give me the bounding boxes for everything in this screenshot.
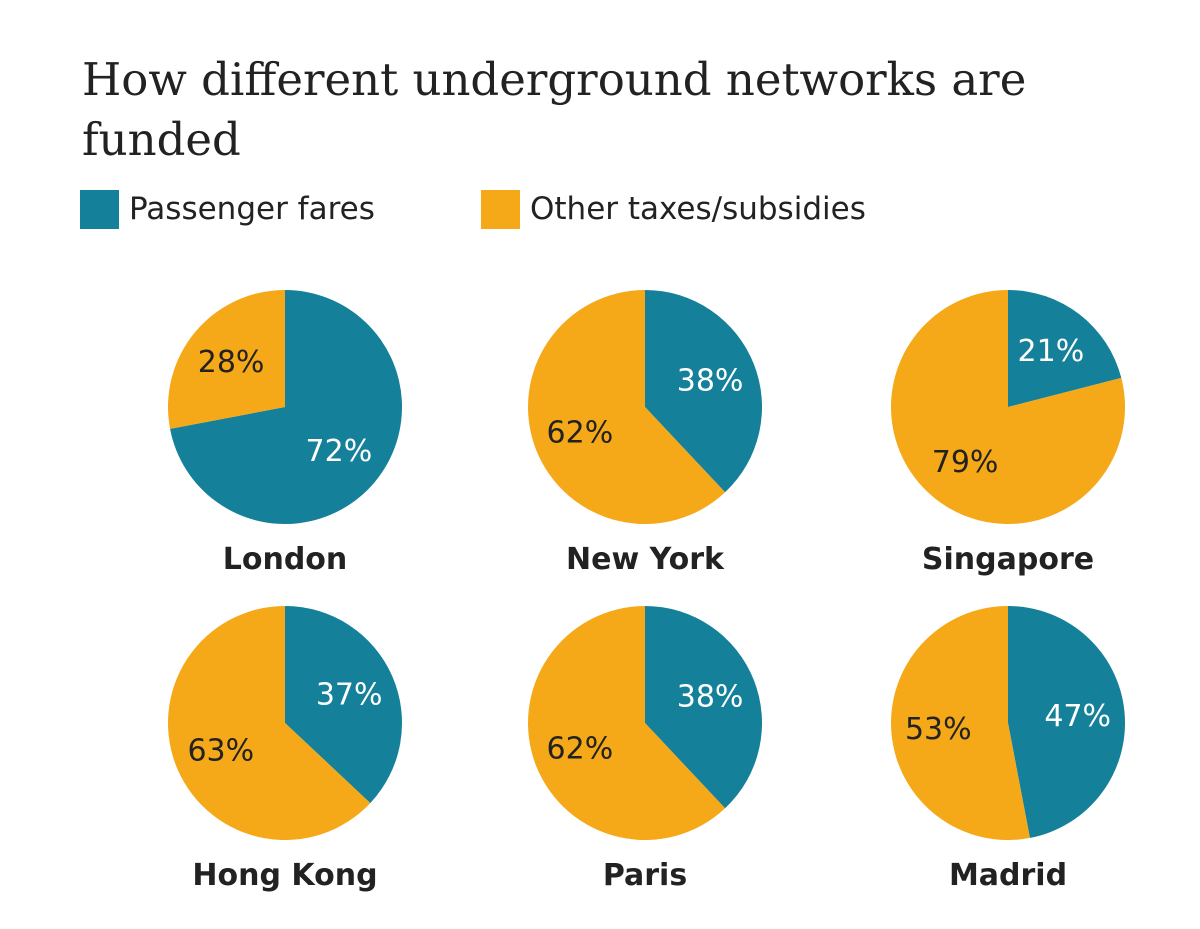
data-label-passenger-fares-new-york: 38%: [677, 364, 744, 399]
pie-slice-passenger-fares-madrid: [1008, 606, 1126, 838]
pie-chart-london: 72% 28% London: [167, 290, 402, 577]
data-label-other-taxes-new-york: 62%: [547, 415, 614, 450]
data-label-passenger-fares-hong-kong: 37%: [316, 678, 383, 713]
pie-chart-new-york: 38% 62% New York: [527, 290, 762, 577]
data-label-other-taxes-paris: 62%: [547, 731, 614, 766]
city-label-london: London: [223, 542, 348, 577]
legend-swatch-passenger-fares: [80, 190, 119, 229]
pie-slice-passenger-fares-hong-kong: [285, 606, 402, 804]
chart-title: How different underground networks are f…: [82, 53, 1027, 166]
pie-slice-other-taxes-hong-kong: [167, 606, 371, 840]
city-label-hong-kong: Hong Kong: [192, 858, 377, 893]
legend-label-other-taxes: Other taxes/subsidies: [530, 191, 866, 227]
pie-slice-other-taxes-london: [167, 290, 285, 429]
data-label-other-taxes-singapore: 79%: [932, 445, 999, 480]
legend-swatch-other-taxes: [481, 190, 520, 229]
data-label-passenger-fares-singapore: 21%: [1018, 334, 1085, 369]
pie-chart-singapore: 21% 79% Singapore: [890, 290, 1125, 577]
city-label-new-york: New York: [566, 542, 725, 577]
data-label-other-taxes-hong-kong: 63%: [187, 733, 254, 768]
city-label-madrid: Madrid: [949, 858, 1067, 893]
city-label-paris: Paris: [603, 858, 687, 893]
data-label-other-taxes-london: 28%: [198, 345, 265, 380]
data-label-passenger-fares-london: 72%: [306, 434, 373, 469]
pie-chart-hong-kong: 37% 63% Hong Kong: [167, 606, 402, 893]
pie-chart-paris: 38% 62% Paris: [527, 606, 762, 893]
legend-label-passenger-fares: Passenger fares: [129, 191, 375, 227]
data-label-passenger-fares-paris: 38%: [677, 680, 744, 715]
data-label-other-taxes-madrid: 53%: [905, 712, 972, 747]
data-label-passenger-fares-madrid: 47%: [1044, 699, 1111, 734]
pie-slice-other-taxes-paris: [527, 606, 726, 840]
city-label-singapore: Singapore: [922, 542, 1094, 577]
pie-slice-passenger-fares-paris: [645, 606, 762, 809]
pie-slice-passenger-fares-singapore: [1008, 290, 1122, 407]
pie-slice-passenger-fares-london: [170, 290, 402, 524]
pie-slice-other-taxes-new-york: [527, 290, 726, 524]
pie-chart-madrid: 47% 53% Madrid: [891, 606, 1126, 893]
pie-slice-other-taxes-madrid: [891, 606, 1030, 840]
pie-slice-passenger-fares-new-york: [645, 290, 762, 493]
pie-slice-other-taxes-singapore: [890, 290, 1125, 524]
